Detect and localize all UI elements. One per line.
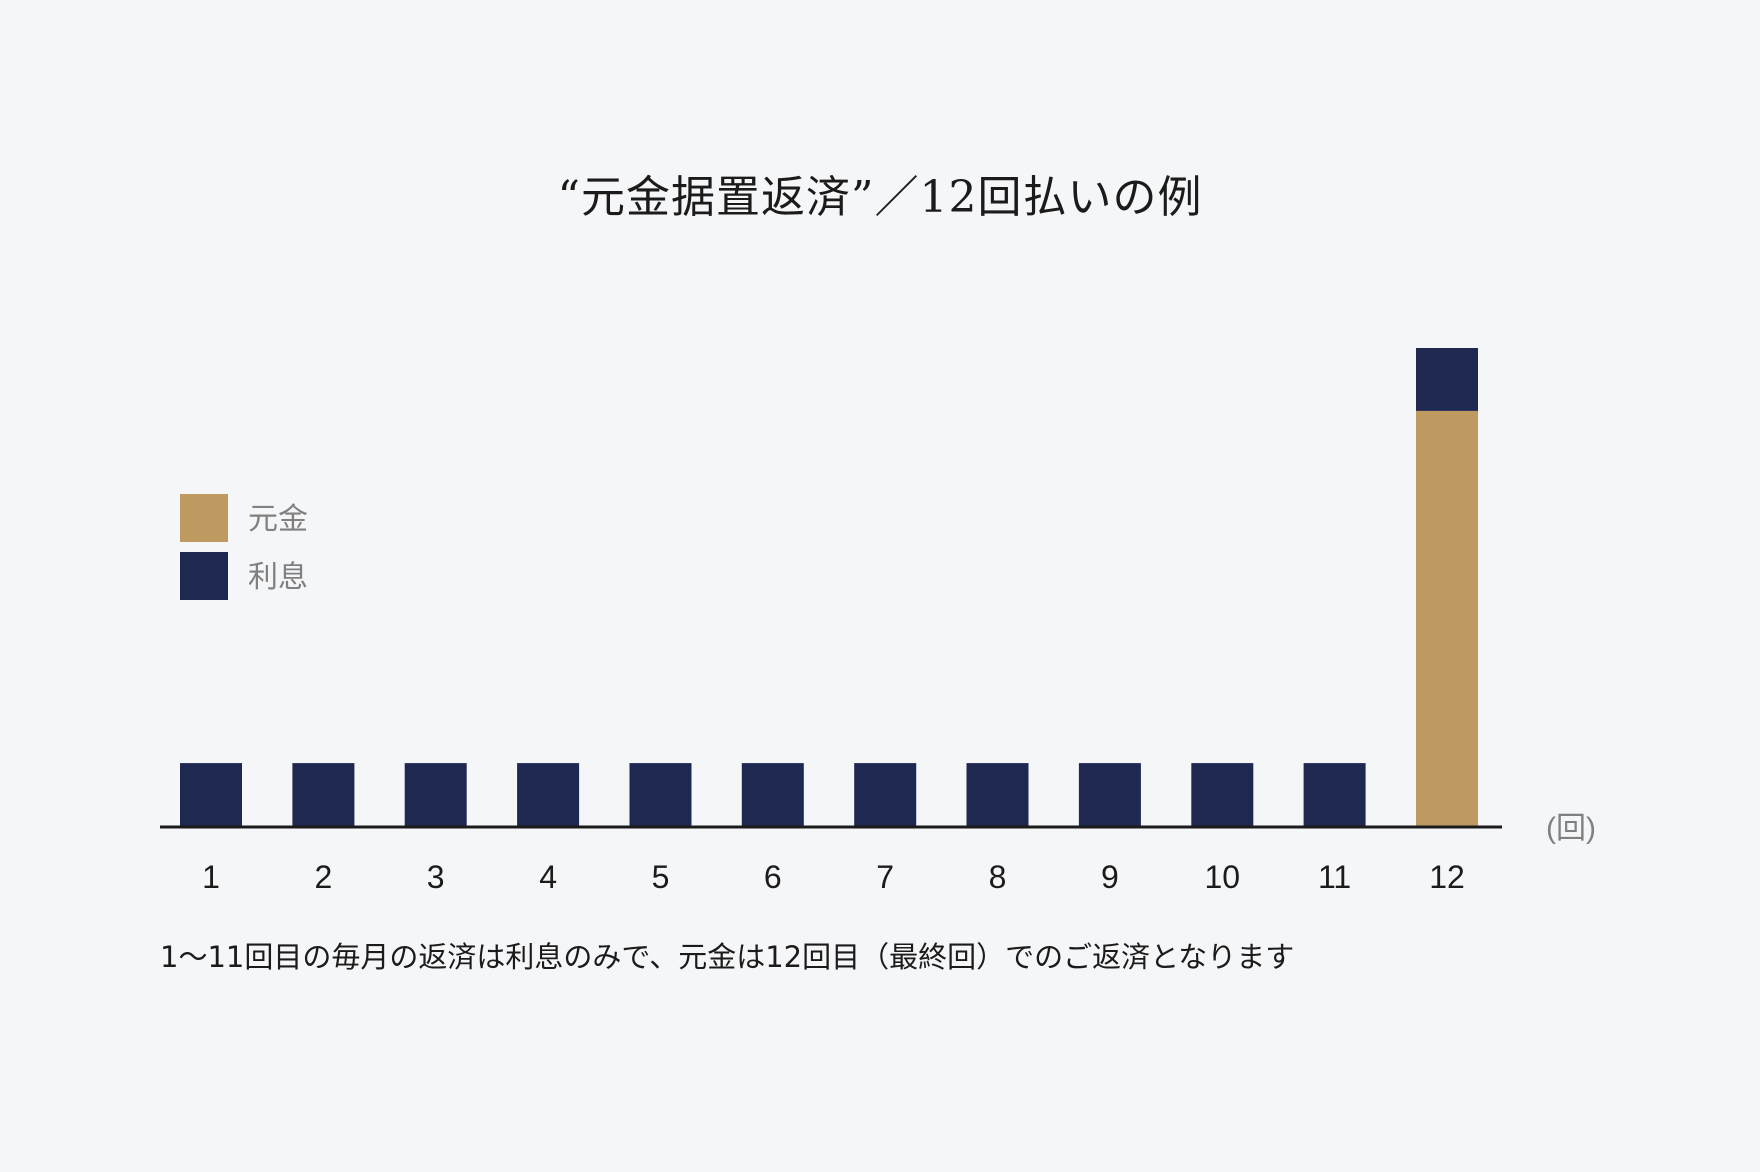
bar-interest-1 bbox=[180, 763, 242, 826]
x-tick-label-5: 5 bbox=[652, 859, 670, 895]
bars-group bbox=[180, 348, 1478, 826]
x-tick-label-11: 11 bbox=[1318, 859, 1351, 895]
x-tick-label-2: 2 bbox=[315, 859, 333, 895]
bar-interest-12 bbox=[1416, 348, 1478, 411]
bar-interest-7 bbox=[854, 763, 917, 826]
bar-interest-10 bbox=[1191, 763, 1254, 826]
bar-interest-3 bbox=[404, 763, 467, 826]
x-tick-label-3: 3 bbox=[427, 859, 445, 895]
x-tick-label-7: 7 bbox=[876, 859, 894, 895]
bar-interest-2 bbox=[292, 763, 355, 826]
bar-interest-8 bbox=[966, 763, 1029, 826]
x-tick-label-4: 4 bbox=[539, 859, 557, 895]
legend-label-principal: 元金 bbox=[248, 502, 308, 537]
bar-interest-6 bbox=[741, 763, 804, 826]
x-tick-labels: 1 2 3 4 5 6 7 8 9 10 11 12 bbox=[202, 859, 1465, 895]
bar-principal-12 bbox=[1416, 410, 1478, 826]
x-tick-label-8: 8 bbox=[989, 859, 1007, 895]
x-tick-label-6: 6 bbox=[764, 859, 782, 895]
bar-interest-9 bbox=[1078, 763, 1141, 826]
x-tick-label-1: 1 bbox=[202, 859, 220, 895]
x-axis-unit-label: (回) bbox=[1546, 812, 1596, 845]
legend-label-interest: 利息 bbox=[248, 560, 308, 595]
legend-swatch-principal bbox=[180, 494, 228, 542]
footnote: 1〜11回目の毎月の返済は利息のみで、元金は12回目（最終回）でのご返済となりま… bbox=[160, 940, 1295, 974]
bar-interest-11 bbox=[1303, 763, 1366, 826]
bar-interest-4 bbox=[517, 763, 580, 826]
x-tick-label-10: 10 bbox=[1205, 859, 1241, 895]
legend-swatch-interest bbox=[180, 552, 228, 600]
x-tick-label-12: 12 bbox=[1429, 859, 1465, 895]
chart-title: “元金据置返済”／12回払いの例 bbox=[557, 172, 1203, 223]
x-tick-label-9: 9 bbox=[1101, 859, 1119, 895]
bar-interest-5 bbox=[629, 763, 692, 826]
